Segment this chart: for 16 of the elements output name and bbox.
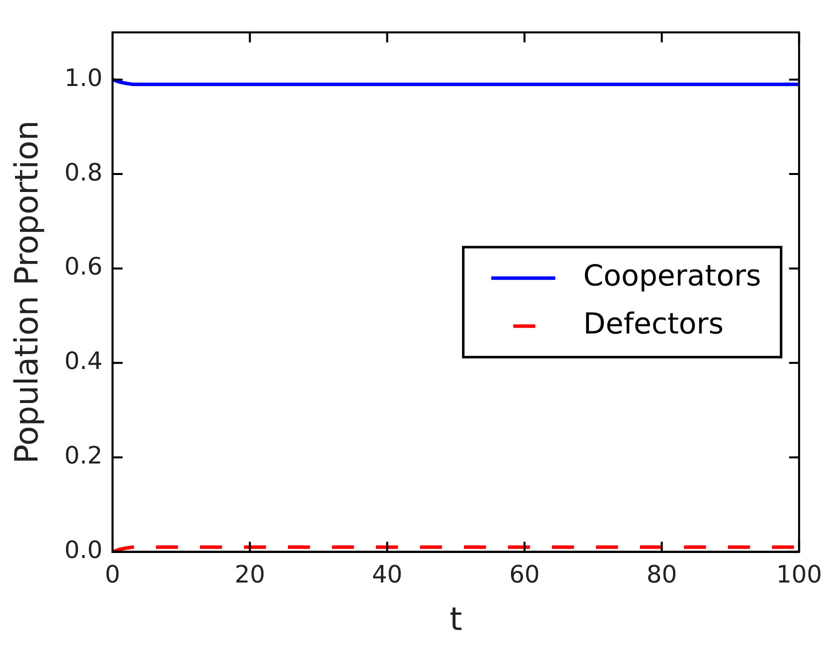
x-tick-label: 100 [776,560,822,588]
legend-label: Cooperators [583,258,762,293]
x-tick-label: 60 [509,560,540,588]
y-tick-label: 0.0 [64,536,103,564]
y-tick-label: 0.4 [64,347,103,376]
x-tick-label: 40 [372,560,402,588]
y-tick-label: 0.8 [64,158,103,186]
y-axis-title: Population Proportion [8,120,46,464]
y-tick-label: 0.2 [64,442,103,470]
y-tick-label: 1.0 [64,64,103,92]
y-tick-label: 0.6 [64,252,103,281]
x-axis-title: t [450,600,462,638]
x-tick-label: 80 [646,560,678,588]
legend-label: Defectors [583,306,724,341]
x-tick-label: 20 [234,560,266,588]
x-tick-label: 0 [104,560,120,588]
